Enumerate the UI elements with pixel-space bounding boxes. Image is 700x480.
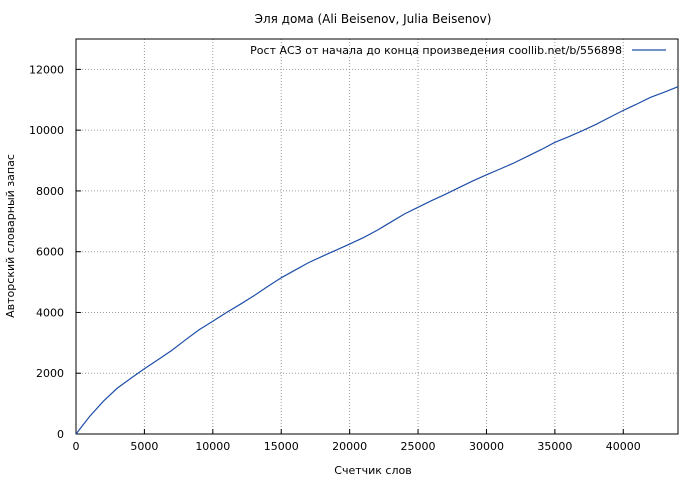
- y-tick-label: 4000: [36, 306, 64, 319]
- grid: [76, 39, 678, 434]
- y-tick-label: 0: [57, 428, 64, 441]
- series-group: [75, 86, 679, 435]
- x-tick-label: 15000: [264, 440, 299, 453]
- legend-label: Рост АСЗ от начала до конца произведения…: [250, 44, 622, 57]
- x-tick-label: 30000: [469, 440, 504, 453]
- x-tick-label: 35000: [537, 440, 572, 453]
- legend: Рост АСЗ от начала до конца произведения…: [250, 44, 666, 57]
- y-tick-label: 6000: [36, 246, 64, 259]
- y-tick-label: 2000: [36, 367, 64, 380]
- y-tick-label: 10000: [29, 124, 64, 137]
- series-line: [75, 86, 679, 435]
- x-tick-label: 5000: [130, 440, 158, 453]
- y-axis-label: Авторский словарный запас: [4, 154, 17, 318]
- y-tick-label: 8000: [36, 185, 64, 198]
- plot-frame: [75, 38, 679, 435]
- x-tick-label: 10000: [195, 440, 230, 453]
- x-axis-label: Счетчик слов: [334, 464, 411, 477]
- x-tick-label: 0: [73, 440, 80, 453]
- y-tick-label: 12000: [29, 63, 64, 76]
- tick-labels: 0 5000 10000 15000 20000 25000 30000 35000 40000…: [29, 63, 641, 453]
- chart-title: Эля дома (Ali Beisenov, Julia Beisenov): [255, 12, 492, 26]
- x-tick-label: 25000: [401, 440, 436, 453]
- x-tick-label: 40000: [606, 440, 641, 453]
- tick-marks: [75, 68, 624, 435]
- x-tick-label: 20000: [332, 440, 367, 453]
